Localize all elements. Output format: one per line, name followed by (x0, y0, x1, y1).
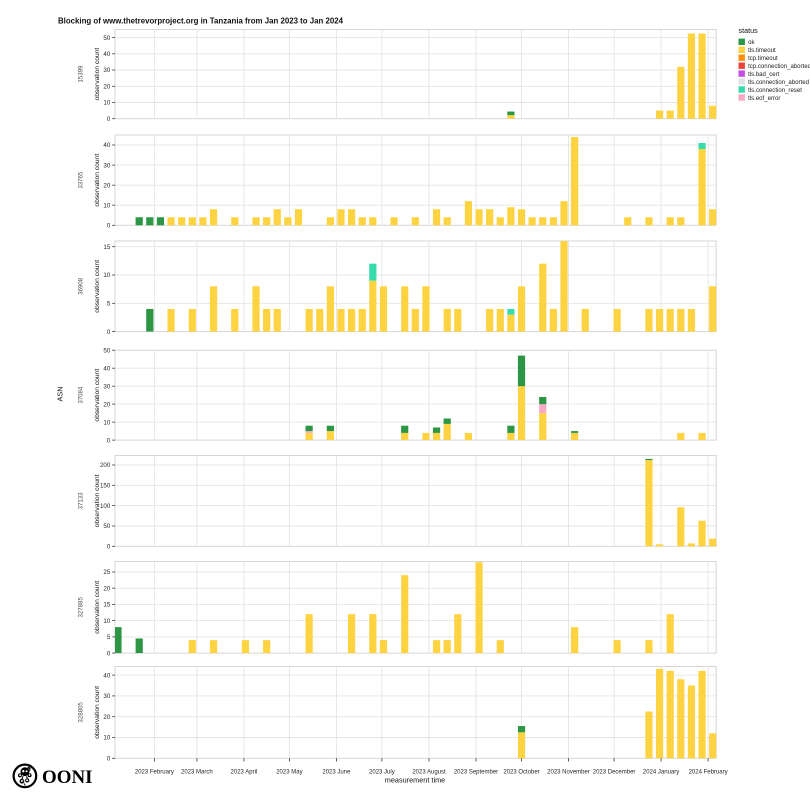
svg-text:2024 January: 2024 January (643, 770, 679, 776)
svg-text:observation count: observation count (94, 48, 101, 101)
svg-text:20: 20 (103, 714, 110, 721)
svg-text:37084: 37084 (78, 386, 85, 404)
svg-text:2023 August: 2023 August (412, 770, 446, 776)
svg-text:37133: 37133 (78, 492, 85, 510)
svg-text:observation count: observation count (94, 474, 101, 527)
svg-text:30: 30 (103, 383, 110, 390)
svg-text:2023 June: 2023 June (322, 770, 351, 776)
svg-text:50: 50 (103, 523, 110, 530)
svg-text:0: 0 (107, 437, 111, 444)
svg-text:2023 September: 2023 September (454, 770, 498, 776)
svg-text:observation count: observation count (94, 369, 101, 422)
svg-text:2023 October: 2023 October (503, 770, 539, 776)
svg-text:observation count: observation count (94, 154, 101, 207)
svg-text:40: 40 (103, 51, 110, 58)
svg-text:5: 5 (107, 301, 111, 308)
svg-text:2023 November: 2023 November (547, 770, 590, 776)
svg-text:30: 30 (103, 162, 110, 169)
svg-text:50: 50 (103, 347, 110, 354)
svg-text:OONI: OONI (42, 767, 93, 788)
svg-text:status: status (739, 26, 759, 35)
svg-text:20: 20 (103, 401, 110, 408)
svg-text:100: 100 (100, 503, 111, 510)
svg-text:2023 July: 2023 July (369, 770, 395, 776)
svg-text:10: 10 (103, 100, 110, 107)
svg-text:measurement time: measurement time (385, 776, 445, 785)
svg-text:40: 40 (103, 672, 110, 679)
svg-text:10: 10 (103, 618, 110, 625)
svg-text:Blocking of www.thetrevorproje: Blocking of www.thetrevorproject.org in … (58, 15, 343, 25)
svg-text:2023 December: 2023 December (593, 770, 636, 776)
svg-text:tls.eof_error: tls.eof_error (748, 96, 780, 102)
svg-text:200: 200 (100, 462, 111, 469)
svg-text:20: 20 (103, 182, 110, 189)
svg-text:tls.bad_cert: tls.bad_cert (748, 72, 780, 78)
svg-text:10: 10 (103, 735, 110, 742)
svg-text:observation count: observation count (94, 581, 101, 634)
svg-text:15: 15 (103, 602, 110, 609)
svg-text:observation count: observation count (94, 260, 101, 313)
svg-text:20: 20 (103, 585, 110, 592)
svg-text:tls.connection_aborted: tls.connection_aborted (748, 80, 809, 86)
svg-text:150: 150 (100, 483, 111, 490)
svg-text:50: 50 (103, 35, 110, 42)
svg-text:tcp.timeout: tcp.timeout (748, 56, 778, 62)
svg-text:30: 30 (103, 67, 110, 74)
svg-text:ASN: ASN (56, 386, 65, 401)
svg-text:20: 20 (103, 84, 110, 91)
svg-text:10: 10 (103, 272, 110, 279)
svg-text:10: 10 (103, 419, 110, 426)
svg-text:observation count: observation count (94, 686, 101, 739)
svg-text:5: 5 (107, 634, 111, 641)
svg-text:10: 10 (103, 202, 110, 209)
svg-text:25: 25 (103, 569, 110, 576)
svg-text:30: 30 (103, 693, 110, 700)
svg-text:0: 0 (107, 223, 111, 230)
svg-text:2023 February: 2023 February (135, 770, 174, 776)
svg-text:2023 May: 2023 May (276, 770, 302, 776)
svg-text:tls.connection_reset: tls.connection_reset (748, 88, 802, 94)
svg-text:2023 April: 2023 April (231, 770, 258, 776)
svg-text:40: 40 (103, 142, 110, 149)
svg-text:15: 15 (103, 244, 110, 251)
svg-text:33765: 33765 (78, 171, 85, 189)
svg-text:15399: 15399 (78, 65, 85, 83)
svg-text:2024 February: 2024 February (689, 770, 728, 776)
svg-text:tls.timeout: tls.timeout (748, 48, 776, 54)
svg-text:0: 0 (107, 650, 111, 657)
svg-text:ok: ok (748, 40, 755, 46)
svg-text:327885: 327885 (78, 597, 85, 618)
svg-text:0: 0 (107, 544, 111, 551)
svg-text:0: 0 (107, 329, 111, 336)
svg-text:2023 March: 2023 March (181, 770, 213, 776)
svg-text:0: 0 (107, 116, 111, 123)
svg-text:tcp.connection_aborted: tcp.connection_aborted (748, 64, 810, 70)
svg-text:328805: 328805 (78, 702, 85, 723)
svg-text:36908: 36908 (78, 277, 85, 295)
svg-text:40: 40 (103, 365, 110, 372)
svg-text:0: 0 (107, 756, 111, 763)
